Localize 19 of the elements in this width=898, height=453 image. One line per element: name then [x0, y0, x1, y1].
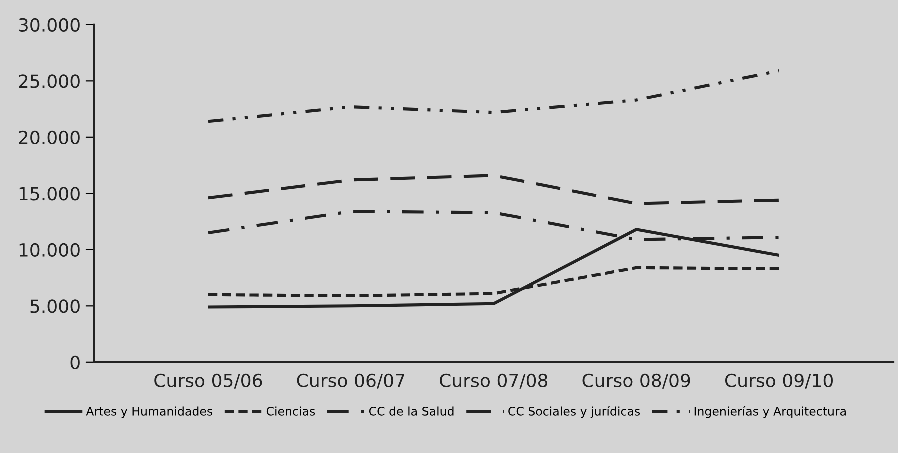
x-tick-label: Curso 05/06 — [154, 374, 262, 389]
y-tick-label: 20.000 — [19, 130, 80, 145]
x-tick-label: Curso 07/08 — [440, 374, 548, 389]
y-tick-label: 15.000 — [20, 187, 80, 201]
legend-label: CC Sociales y jurídicas — [508, 406, 640, 418]
y-tick-label: 0 — [70, 356, 80, 370]
x-tick-label: Curso 06/07 — [297, 374, 404, 389]
y-tick-label: 25.000 — [19, 74, 80, 88]
line-series — [206, 174, 781, 206]
line-series — [206, 70, 781, 124]
y-tick-label: 5.000 — [30, 300, 80, 314]
x-tick-label: Curso 08/09 — [582, 374, 690, 389]
legend-label: Artes y Humanidades — [86, 406, 213, 418]
legend-label: Ingenierías y Arquitectura — [694, 406, 846, 418]
legend-label: Ciencias — [266, 406, 316, 416]
x-tick-label: Curso 09/10 — [726, 374, 833, 389]
y-tick-label: 10.000 — [20, 243, 80, 258]
legend-label: CC de la Salud — [369, 406, 454, 416]
y-tick-label: 30.000 — [19, 18, 80, 32]
